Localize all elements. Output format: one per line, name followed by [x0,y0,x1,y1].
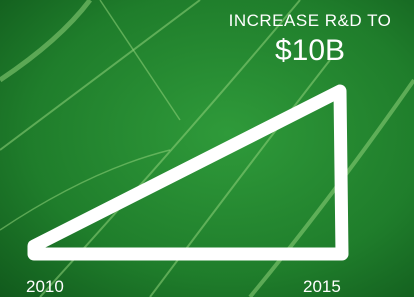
end-year: 2015 [303,277,341,296]
page: {"headline": {"line1": "INCREASE R&D TO"… [0,0,414,297]
start-year: 2010 [26,277,64,296]
headline-amount: $10B [275,34,345,67]
infographic: INCREASE R&D TO $10B 2010 2015 [0,0,414,297]
headline: INCREASE R&D TO [229,11,392,30]
